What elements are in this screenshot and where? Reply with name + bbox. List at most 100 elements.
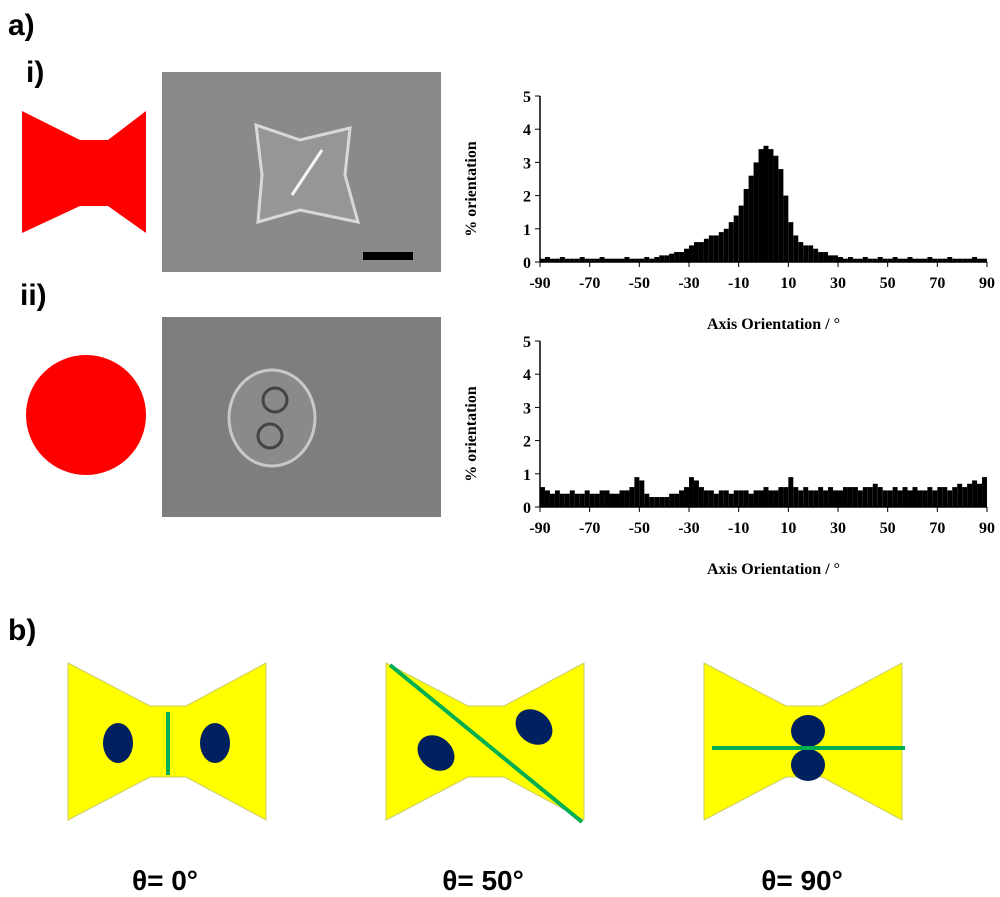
bar (585, 490, 590, 507)
bar (833, 255, 838, 262)
panel-label: ii) (20, 279, 47, 312)
y-tick-label: 1 (523, 222, 531, 239)
bar (838, 490, 843, 507)
x-tick-label: 70 (929, 520, 945, 537)
bar (783, 487, 788, 507)
bar (828, 487, 833, 507)
bar (684, 487, 689, 507)
y-tick-label: 5 (523, 89, 531, 106)
bar (545, 490, 550, 507)
bar (555, 490, 560, 507)
x-tick-label: -30 (678, 520, 699, 537)
bar (729, 494, 734, 507)
bar (759, 490, 764, 507)
scale-bar (363, 252, 413, 260)
bar (639, 480, 644, 507)
bar (580, 494, 585, 507)
y-tick-label: 0 (523, 255, 531, 272)
bar (719, 232, 724, 262)
bar (803, 487, 808, 507)
bar (764, 146, 769, 262)
figure: a) i) ii) b) θ= 0° θ= 50° θ= 90° 012345-… (0, 0, 1000, 897)
bar (768, 490, 773, 507)
x-tick-label: 90 (979, 520, 995, 537)
y-tick-label: 4 (523, 122, 531, 139)
bar (868, 487, 873, 507)
bar (878, 487, 883, 507)
bar (704, 490, 709, 507)
bar (818, 252, 823, 262)
x-tick-label: -30 (678, 275, 699, 292)
bar (962, 487, 967, 507)
bar (908, 490, 913, 507)
x-tick-label: 10 (780, 275, 796, 292)
bar (565, 494, 570, 507)
bar (644, 494, 649, 507)
y-tick-label: 1 (523, 467, 531, 484)
bar (684, 249, 689, 262)
bar (595, 494, 600, 507)
bar (793, 487, 798, 507)
bar (590, 494, 595, 507)
bar (788, 222, 793, 262)
x-tick-label: 30 (830, 520, 846, 537)
bar (773, 156, 778, 262)
y-tick-label: 0 (523, 500, 531, 517)
bar (952, 487, 957, 507)
x-tick-label: 50 (880, 275, 896, 292)
bar (883, 490, 888, 507)
bar (798, 242, 803, 262)
bar (654, 497, 659, 507)
bar (903, 487, 908, 507)
schematic (386, 663, 584, 822)
cell (229, 370, 315, 466)
panel-label: i) (26, 56, 44, 89)
bar (689, 245, 694, 262)
bar (764, 487, 769, 507)
bar (863, 487, 868, 507)
bar (893, 487, 898, 507)
bar (679, 252, 684, 262)
bar (749, 176, 754, 262)
x-tick-label: -10 (728, 275, 749, 292)
bar (813, 490, 818, 507)
bar (803, 245, 808, 262)
bar (699, 487, 704, 507)
bar (714, 494, 719, 507)
bar (823, 252, 828, 262)
bar (629, 487, 634, 507)
bar (813, 249, 818, 262)
bar (759, 149, 764, 262)
x-tick-label: -10 (728, 520, 749, 537)
y-tick-label: 3 (523, 400, 531, 417)
x-tick-label: -90 (529, 275, 550, 292)
bar (679, 490, 684, 507)
bar (754, 490, 759, 507)
bar (624, 490, 629, 507)
x-tick-label: 90 (979, 275, 995, 292)
bar (808, 245, 813, 262)
bar (793, 235, 798, 262)
bar (927, 487, 932, 507)
bar (694, 480, 699, 507)
x-tick-label: 70 (929, 275, 945, 292)
bar (615, 494, 620, 507)
x-tick-label: -90 (529, 520, 550, 537)
bar (704, 239, 709, 262)
bar (957, 484, 962, 507)
bar (778, 169, 783, 262)
bar (689, 477, 694, 507)
x-tick-label: -50 (629, 275, 650, 292)
bar (674, 252, 679, 262)
bar (778, 487, 783, 507)
bar (724, 229, 729, 262)
bar (888, 490, 893, 507)
bar (619, 490, 624, 507)
x-tick-label: -70 (579, 520, 600, 537)
y-tick-label: 4 (523, 367, 531, 384)
bar (575, 494, 580, 507)
bar (898, 490, 903, 507)
bar (729, 222, 734, 262)
bar (982, 477, 987, 507)
bar (744, 189, 749, 262)
